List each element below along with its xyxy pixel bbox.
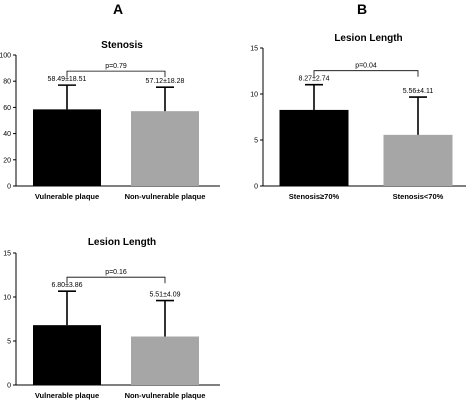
chart-2: Lesion Length 0 5 10 15 8.27±2.74 Stenosis≥70%…	[250, 33, 466, 201]
y-tick-label: 10	[250, 92, 258, 99]
p-value-label: p=0.04	[355, 63, 377, 70]
y-tick-label: 0	[254, 184, 258, 191]
bar	[383, 134, 453, 186]
y-tick-label: 100	[0, 53, 11, 60]
x-tick-label: Stenosis<70%	[393, 192, 444, 201]
bar	[33, 109, 101, 186]
bar	[279, 109, 349, 186]
x-tick-label: Non-vulnerable plaque	[125, 192, 206, 201]
y-tick-label: 15	[250, 46, 258, 53]
y-tick-label: 5	[7, 339, 11, 346]
y-tick-label: 5	[254, 138, 258, 145]
p-value-label: p=0.79	[105, 63, 127, 70]
bar	[33, 325, 101, 385]
y-tick-label: 40	[3, 131, 11, 138]
bar	[131, 336, 199, 385]
significance-bracket	[66, 276, 166, 284]
x-tick-label: Stenosis≥70%	[289, 192, 340, 201]
x-tick-label: Vulnerable plaque	[35, 192, 99, 201]
bar	[131, 111, 199, 186]
data-label: 6.80±3.86	[51, 282, 82, 289]
data-label: 57.12±18.28	[146, 78, 185, 85]
panel-letter-b: B	[357, 1, 367, 17]
data-label: 5.51±4.09	[149, 292, 180, 299]
chart-3: Lesion Length 0 5 10 15 6.80±3.86 Vulnerable p…	[3, 237, 220, 400]
x-tick-label: Non-vulnerable plaque	[125, 391, 206, 400]
y-tick-label: 0	[7, 184, 11, 191]
data-label: 58.49±18.51	[48, 76, 87, 83]
panel-letter-a: A	[113, 1, 123, 17]
chart-title: Lesion Length	[88, 237, 156, 248]
y-tick-label: 80	[3, 79, 11, 86]
data-label: 8.27±2.74	[298, 76, 329, 83]
x-tick-label: Vulnerable plaque	[35, 391, 99, 400]
p-value-label: p=0.16	[105, 269, 127, 276]
y-tick-label: 20	[3, 157, 11, 164]
y-tick-label: 60	[3, 105, 11, 112]
y-tick-label: 15	[3, 251, 11, 258]
y-tick-label: 0	[7, 383, 11, 390]
significance-bracket	[313, 70, 419, 77]
chart-title: Stenosis	[101, 40, 143, 51]
significance-bracket	[66, 70, 166, 78]
chart-1: Stenosis 0 20 40 60 80 100 58.49±18.51 Vulnerabl…	[0, 40, 220, 201]
data-label: 5.56±4.11	[403, 88, 434, 95]
chart-title: Lesion Length	[334, 33, 402, 44]
y-tick-label: 10	[3, 295, 11, 302]
